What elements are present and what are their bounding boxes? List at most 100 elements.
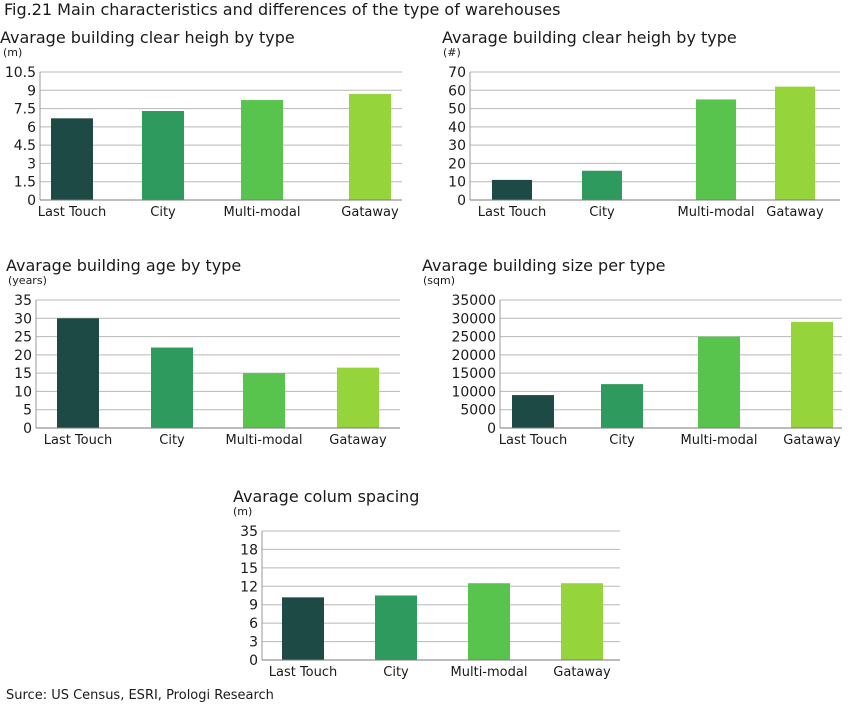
y-tick-label: 18 [240, 542, 258, 558]
chart-title: Avarage colum spacing [233, 487, 420, 506]
y-tick-label: 30 [14, 311, 32, 327]
y-tick-label: 3 [27, 156, 36, 172]
y-axis-unit: (#) [443, 46, 461, 59]
bar-gataway [349, 93, 391, 200]
bar-multi-modal [243, 373, 285, 428]
bar-city [582, 170, 622, 200]
y-tick-label: 60 [448, 83, 466, 99]
chart-title: Avarage building clear heigh by type [442, 28, 737, 47]
y-tick-label: 9 [249, 598, 258, 614]
bar-gataway [775, 86, 815, 200]
y-tick-label: 0 [23, 421, 32, 437]
y-tick-label: 10 [14, 384, 32, 400]
y-tick-label: 10.5 [5, 65, 36, 81]
y-tick-label: 15 [240, 561, 258, 577]
bar-city [151, 347, 193, 428]
chart-clear-height-m: Avarage building clear heigh by type (m)… [0, 28, 420, 228]
y-tick-label: 15000 [451, 366, 496, 382]
bar-multi-modal [698, 336, 740, 428]
y-tick-label: 0 [27, 193, 36, 209]
y-tick-label: 3 [249, 635, 258, 651]
y-tick-label: 4.5 [14, 138, 36, 154]
y-tick-label: 50 [448, 102, 466, 118]
y-axis-unit: (m) [233, 505, 253, 518]
y-tick-label: 6 [27, 120, 36, 136]
source-note: Surce: US Census, ESRI, Prologi Research [6, 688, 274, 703]
bar-multi-modal [696, 99, 736, 200]
y-tick-label: 9 [27, 83, 36, 99]
x-category-label: City [159, 433, 185, 448]
x-category-label: Multi-modal [678, 205, 755, 220]
x-category-label: City [589, 205, 615, 220]
bar-chart-svg: 0 5 10 15 20 25 30 35 Last Touch City Multi-modal G… [14, 293, 400, 448]
x-category-label: Gataway [553, 665, 611, 680]
bar-chart-svg: 0 5000 10000 15000 20000 25000 30000 35000 Last … [451, 293, 842, 448]
y-axis-unit: (years) [8, 274, 47, 287]
x-category-label: Gataway [783, 433, 841, 448]
y-tick-label: 35 [240, 524, 258, 540]
bar-last-touch [282, 597, 324, 660]
x-category-label: Gataway [329, 433, 387, 448]
x-category-label: Last Touch [499, 433, 568, 448]
x-category-label: City [383, 665, 409, 680]
chart-title: Avarage building size per type [422, 256, 666, 275]
x-category-label: Last Touch [269, 665, 338, 680]
x-category-label: Last Touch [38, 205, 107, 220]
chart-building-age: Avarage building age by type (years) 0 5 1… [0, 256, 420, 456]
x-category-label: Last Touch [478, 205, 547, 220]
y-tick-label: 10 [448, 175, 466, 191]
y-tick-label: 70 [448, 65, 466, 81]
y-tick-label: 30000 [451, 311, 496, 327]
y-tick-label: 10000 [451, 384, 496, 400]
x-category-label: City [150, 205, 176, 220]
y-tick-label: 20 [448, 156, 466, 172]
chart-building-size: Avarage building size per type (sqm) 0 50… [420, 256, 850, 456]
x-category-label: Multi-modal [226, 433, 303, 448]
x-category-label: Gataway [341, 205, 399, 220]
x-category-label: Gataway [766, 205, 824, 220]
bar-city [142, 111, 184, 200]
bar-last-touch [51, 118, 93, 200]
bar-gataway [561, 583, 603, 660]
bar-chart-svg: 0 10 20 30 40 50 60 70 Last Touch City Multi-modal… [448, 65, 840, 220]
x-category-label: Multi-modal [451, 665, 528, 680]
chart-column-spacing: Avarage colum spacing (m) 0 3 6 9 12 15 18 35 La… [220, 487, 640, 687]
x-category-label: Multi-modal [681, 433, 758, 448]
y-tick-label: 20000 [451, 348, 496, 364]
bar-last-touch [492, 179, 532, 200]
bar-gataway [337, 367, 379, 428]
y-tick-label: 0 [487, 421, 496, 437]
y-tick-label: 30 [448, 138, 466, 154]
bar-multi-modal [468, 583, 510, 660]
y-tick-label: 12 [240, 579, 258, 595]
y-tick-label: 35 [14, 293, 32, 309]
bar-city [601, 384, 643, 428]
y-tick-label: 0 [457, 193, 466, 209]
y-tick-label: 35000 [451, 293, 496, 309]
y-axis-unit: (sqm) [423, 274, 456, 287]
y-tick-label: 7.5 [14, 102, 36, 118]
y-tick-label: 15 [14, 366, 32, 382]
y-tick-label: 25 [14, 330, 32, 346]
bar-chart-svg: 0 1.5 3 4.5 6 7.5 9 10.5 Last Touch City Multi-mod… [5, 65, 402, 220]
y-tick-label: 40 [448, 120, 466, 136]
chart-title: Avarage building age by type [6, 256, 242, 275]
y-tick-label: 1.5 [14, 175, 36, 191]
y-tick-label: 25000 [451, 330, 496, 346]
y-tick-label: 0 [249, 653, 258, 669]
bar-city [375, 595, 417, 660]
bar-last-touch [512, 395, 554, 428]
y-tick-label: 5000 [460, 403, 496, 419]
x-category-label: City [609, 433, 635, 448]
y-tick-label: 20 [14, 348, 32, 364]
bar-gataway [791, 321, 833, 428]
x-category-label: Multi-modal [224, 205, 301, 220]
figure-title: Fig.21 Main characteristics and differen… [4, 0, 561, 19]
bar-chart-svg: 0 3 6 9 12 15 18 35 Last Touch City Multi-modal Gat… [240, 524, 620, 680]
y-tick-label: 5 [23, 403, 32, 419]
x-category-label: Last Touch [44, 433, 113, 448]
bar-multi-modal [241, 100, 283, 200]
bar-last-touch [57, 318, 99, 428]
chart-clear-height-count: Avarage building clear heigh by type (#)… [440, 28, 850, 228]
y-axis-unit: (m) [3, 46, 23, 59]
